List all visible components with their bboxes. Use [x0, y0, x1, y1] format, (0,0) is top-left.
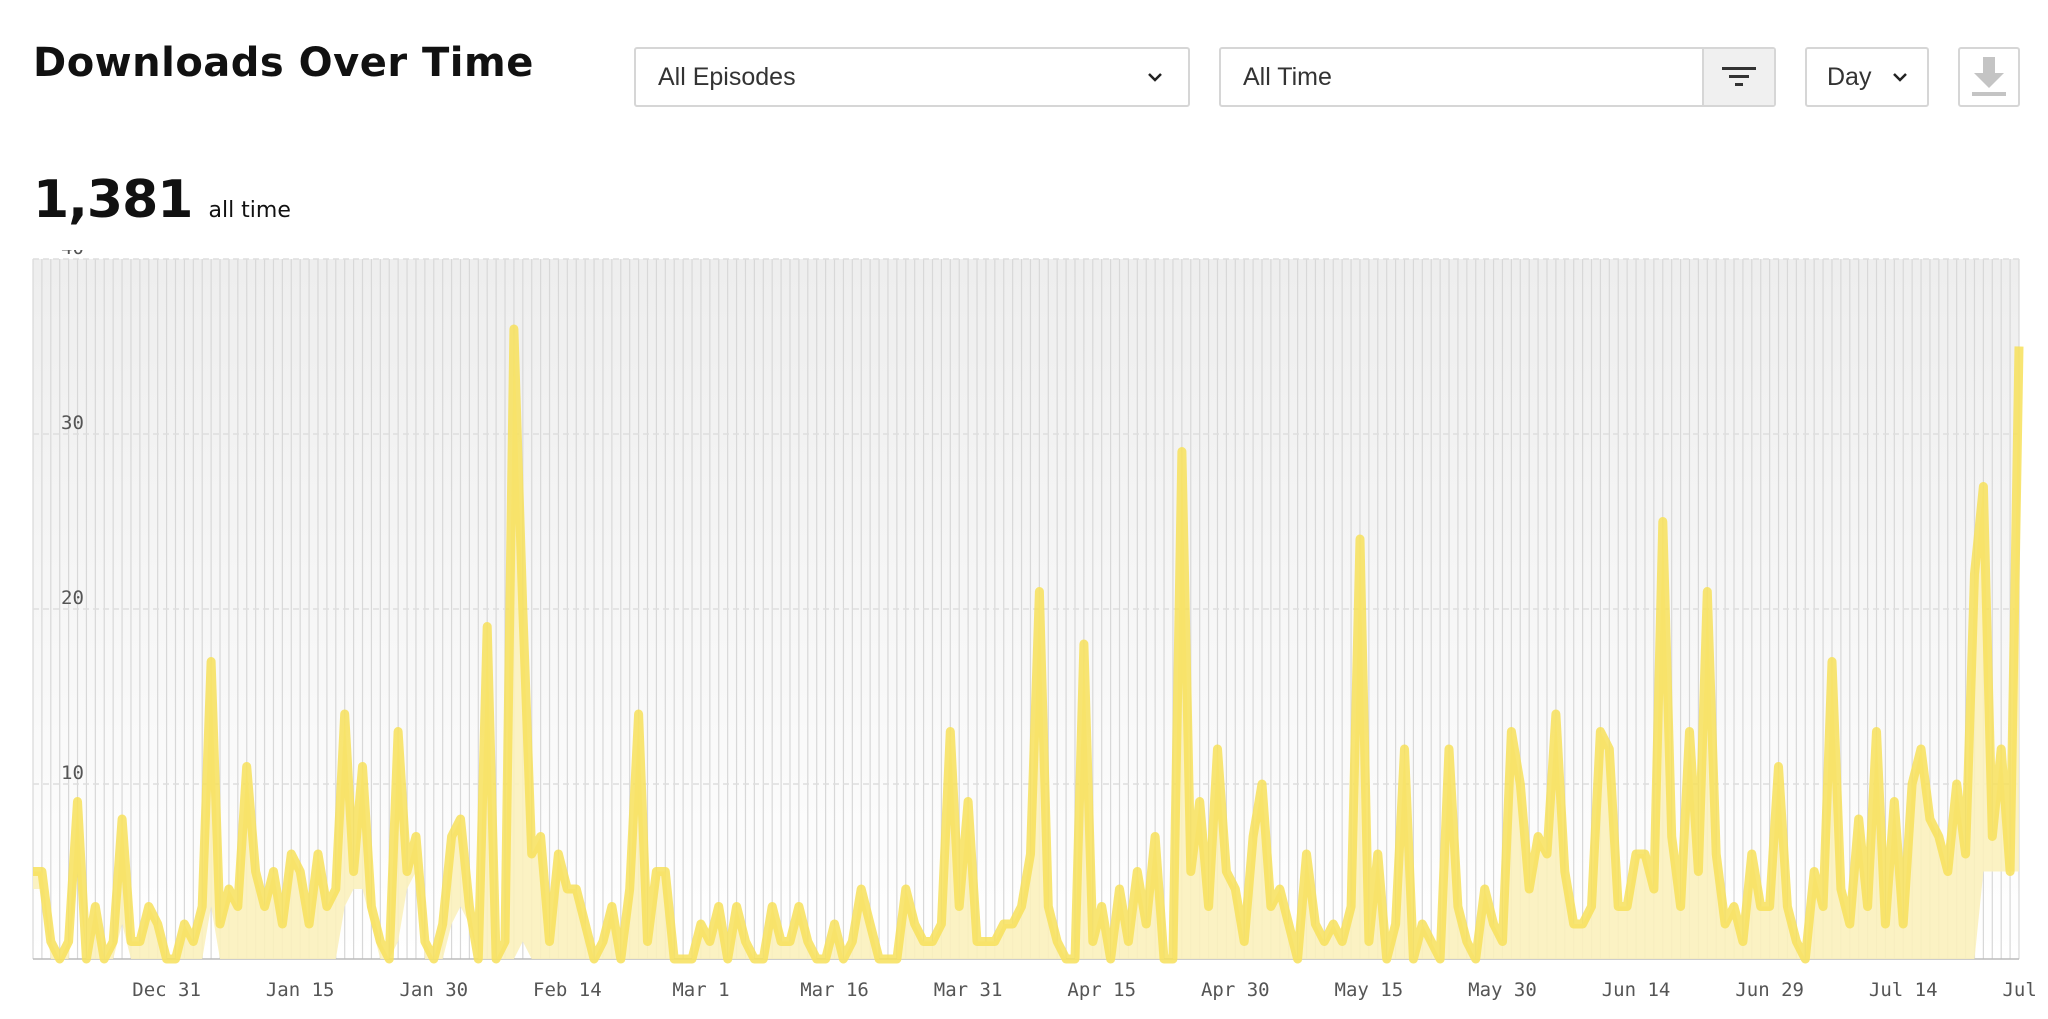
- chevron-down-icon: [1893, 73, 1907, 82]
- filter-icon: [1722, 67, 1756, 86]
- download-icon: [1972, 57, 2006, 96]
- x-tick-label: Feb 14: [533, 979, 602, 1001]
- x-tick-label: Jan 30: [399, 979, 468, 1001]
- x-tick-label: Mar 31: [934, 979, 1003, 1001]
- total-downloads: 1,381 all time: [33, 170, 291, 230]
- interval-select-value: Day: [1827, 62, 1872, 91]
- y-tick-label: 30: [61, 412, 84, 434]
- y-tick-label: 40: [61, 250, 84, 259]
- episode-select[interactable]: All Episodes: [634, 47, 1190, 107]
- x-axis-ticks: Dec 31 Jan 15 Jan 30 Feb 14 Mar 1 Mar 16 Mar 3…: [132, 979, 2048, 1001]
- y-tick-label: 10: [61, 762, 84, 784]
- y-axis-ticks: 10 20 30 40: [61, 250, 84, 784]
- x-tick-label: Apr 15: [1067, 979, 1136, 1001]
- series-line: [33, 324, 2024, 964]
- page-title: Downloads Over Time: [33, 40, 534, 86]
- y-tick-label: 20: [61, 587, 84, 609]
- x-tick-label: Jan 15: [266, 979, 335, 1001]
- x-tick-label: Jul 14: [1869, 979, 1938, 1001]
- x-tick-label: Jul 29: [2002, 979, 2048, 1001]
- interval-select[interactable]: Day: [1805, 47, 1929, 107]
- downloads-chart: 10 20 30 40 Dec 31 Jan 15 Jan 30 Feb 14 Mar 1 Ma…: [32, 250, 2048, 1001]
- x-tick-label: Mar 1: [672, 979, 729, 1001]
- x-tick-label: Apr 30: [1201, 979, 1270, 1001]
- download-button[interactable]: [1958, 47, 2020, 107]
- x-tick-label: Jun 14: [1602, 979, 1671, 1001]
- total-downloads-value: 1,381: [33, 170, 193, 230]
- filter-button[interactable]: [1702, 49, 1774, 105]
- chevron-down-icon: [1148, 73, 1162, 82]
- downloads-series: [33, 324, 2024, 964]
- date-range-value: All Time: [1243, 62, 1332, 91]
- x-tick-label: May 15: [1335, 979, 1404, 1001]
- total-downloads-suffix: all time: [208, 198, 291, 223]
- x-tick-label: Mar 16: [800, 979, 869, 1001]
- episode-select-value: All Episodes: [658, 62, 796, 91]
- x-tick-label: May 30: [1468, 979, 1537, 1001]
- x-tick-label: Dec 31: [132, 979, 201, 1001]
- date-range-select[interactable]: All Time: [1219, 47, 1776, 107]
- x-tick-label: Jun 29: [1735, 979, 1804, 1001]
